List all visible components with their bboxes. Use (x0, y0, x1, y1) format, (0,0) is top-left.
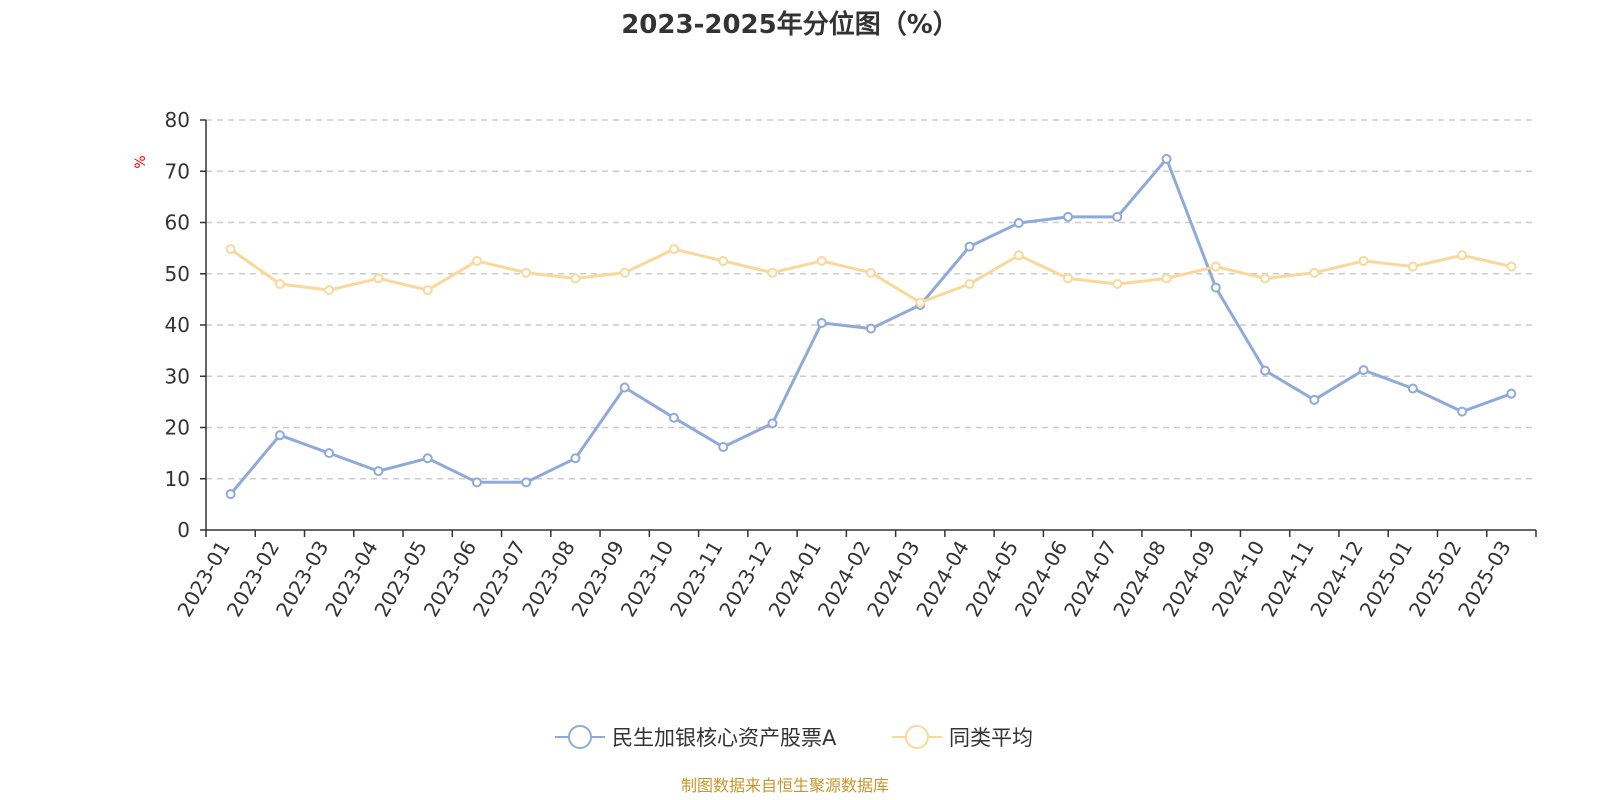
data-point[interactable] (1260, 365, 1271, 376)
data-point[interactable] (866, 267, 876, 278)
data-point[interactable] (1260, 273, 1271, 284)
data-point[interactable] (1063, 211, 1074, 222)
data-point[interactable] (373, 466, 384, 477)
data-point[interactable] (1309, 394, 1320, 405)
data-point[interactable] (1210, 282, 1221, 293)
data-point[interactable] (866, 323, 876, 334)
data-point[interactable] (964, 279, 975, 289)
y-axis-unit-label: % (133, 155, 149, 168)
data-point[interactable] (1161, 153, 1172, 164)
y-tick-label: 20 (165, 416, 190, 440)
data-point[interactable] (767, 267, 778, 278)
y-tick-label: 30 (165, 364, 190, 388)
data-point[interactable] (1112, 211, 1123, 222)
data-point[interactable] (324, 448, 335, 459)
y-tick-label: 80 (165, 108, 190, 132)
data-point[interactable] (1161, 273, 1172, 284)
series-1 (225, 244, 1517, 308)
data-point[interactable] (1210, 261, 1221, 272)
data-point[interactable] (1457, 250, 1468, 261)
y-tick-label: 60 (165, 211, 190, 235)
legend-item[interactable]: 民生加银核心资产股票A (555, 725, 837, 750)
legend-marker-icon (568, 725, 592, 749)
data-point[interactable] (767, 418, 778, 429)
data-point[interactable] (373, 273, 384, 284)
data-point[interactable] (1506, 388, 1517, 399)
data-point[interactable] (1506, 261, 1517, 272)
y-tick-label: 40 (165, 313, 190, 337)
data-point[interactable] (225, 489, 236, 500)
data-point[interactable] (1358, 255, 1369, 266)
y-tick-label: 50 (165, 262, 190, 286)
y-tick-label: 70 (165, 159, 190, 183)
data-point[interactable] (1407, 383, 1418, 394)
data-point[interactable] (1457, 406, 1468, 417)
data-point[interactable] (225, 244, 236, 255)
chart-title: 2023-2025年分位图（%） (621, 9, 959, 40)
legend-item[interactable]: 同类平均 (892, 725, 1033, 750)
data-point[interactable] (471, 477, 482, 488)
data-point[interactable] (1407, 261, 1418, 272)
series-0 (225, 153, 1517, 500)
data-point[interactable] (915, 297, 926, 308)
data-point[interactable] (324, 285, 335, 296)
data-point[interactable] (1112, 279, 1123, 289)
legend-label: 民生加银核心资产股票A (612, 726, 837, 750)
data-point[interactable] (964, 241, 975, 252)
data-point[interactable] (422, 285, 433, 296)
data-point[interactable] (816, 255, 827, 266)
data-point[interactable] (521, 477, 532, 488)
legend: 民生加银核心资产股票A 同类平均 (555, 725, 1033, 750)
data-point[interactable] (619, 267, 630, 278)
source-note: 制图数据来自恒生聚源数据库 (681, 776, 889, 795)
data-point[interactable] (718, 441, 729, 452)
legend-label: 同类平均 (949, 726, 1033, 750)
data-point[interactable] (718, 255, 729, 266)
data-point[interactable] (668, 412, 679, 423)
data-point[interactable] (619, 382, 630, 393)
data-point[interactable] (274, 279, 285, 289)
data-point[interactable] (1309, 267, 1320, 278)
series-lines (225, 153, 1517, 500)
data-point[interactable] (471, 255, 482, 266)
data-point[interactable] (1358, 365, 1369, 376)
y-tick-label: 0 (177, 518, 190, 542)
y-tick-label: 10 (165, 467, 190, 491)
data-point[interactable] (1013, 250, 1024, 261)
data-point[interactable] (422, 453, 433, 464)
data-point[interactable] (274, 430, 285, 441)
data-point[interactable] (816, 317, 827, 328)
data-point[interactable] (1063, 273, 1074, 284)
axes: 010203040506070802023-012023-022023-0320… (165, 108, 1537, 621)
data-point[interactable] (521, 267, 532, 278)
data-point[interactable] (570, 453, 581, 464)
legend-marker-icon (905, 725, 929, 749)
grid-lines (206, 119, 1536, 480)
data-point[interactable] (570, 273, 581, 284)
data-point[interactable] (1013, 218, 1024, 229)
data-point[interactable] (668, 244, 679, 255)
